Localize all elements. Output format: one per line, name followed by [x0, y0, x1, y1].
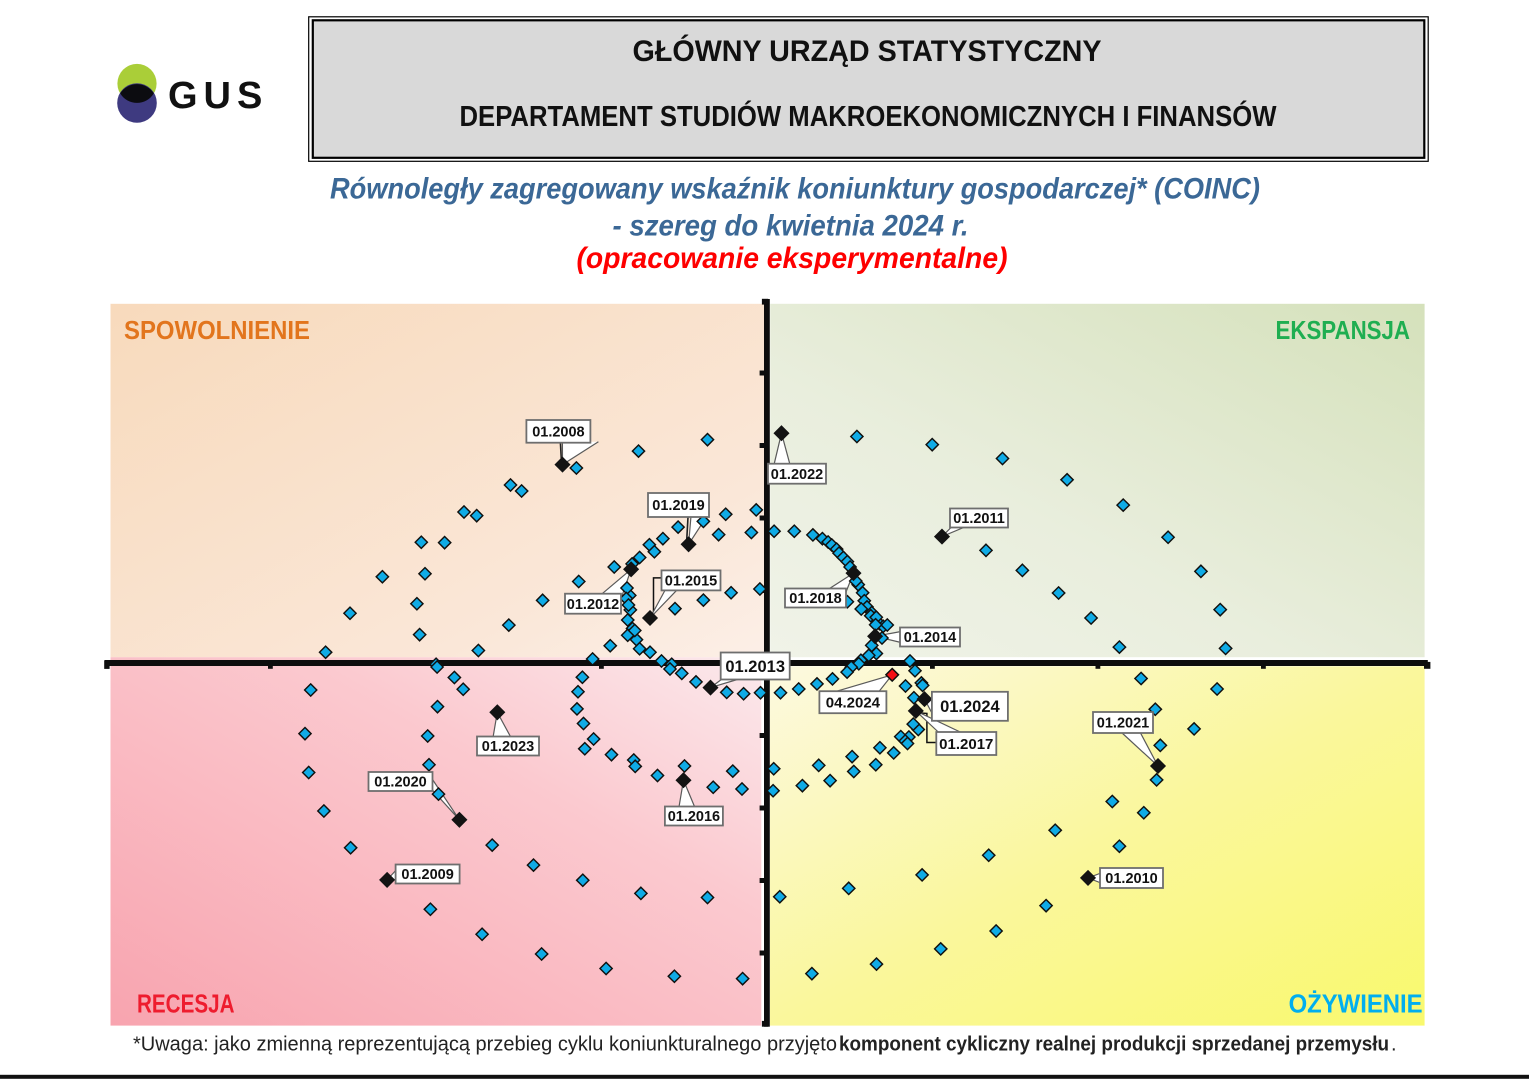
svg-text:04.2024: 04.2024 [826, 695, 881, 712]
svg-text:- szereg do kwietnia 2024 r.: - szereg do kwietnia 2024 r. [613, 210, 969, 243]
svg-text:01.2009: 01.2009 [401, 867, 453, 883]
svg-text:01.2023: 01.2023 [482, 739, 534, 755]
svg-text:01.2020: 01.2020 [374, 775, 426, 791]
svg-text:EKSPANSJA: EKSPANSJA [1276, 317, 1411, 345]
svg-text:Równoległy zagregowany wskaźni: Równoległy zagregowany wskaźnik koniunkt… [330, 172, 1260, 205]
svg-text:01.2016: 01.2016 [668, 809, 720, 825]
svg-text:OŻYWIENIE: OŻYWIENIE [1289, 990, 1423, 1018]
svg-text:01.2014: 01.2014 [904, 630, 956, 646]
svg-text:01.2018: 01.2018 [789, 591, 841, 607]
svg-text:SPOWOLNIENIE: SPOWOLNIENIE [124, 317, 310, 345]
svg-text:01.2010: 01.2010 [1105, 871, 1157, 887]
svg-text:.: . [1391, 1034, 1397, 1056]
svg-text:01.2021: 01.2021 [1097, 716, 1149, 732]
svg-text:GUS: GUS [168, 75, 268, 117]
svg-text:(opracowanie eksperymentalne): (opracowanie eksperymentalne) [577, 242, 1008, 275]
svg-text:RECESJA: RECESJA [137, 990, 235, 1018]
svg-text:GŁÓWNY URZĄD STATYSTYCZNY: GŁÓWNY URZĄD STATYSTYCZNY [633, 34, 1102, 68]
svg-text:01.2019: 01.2019 [652, 498, 704, 514]
svg-text:01.2017: 01.2017 [939, 736, 993, 753]
svg-text:DEPARTAMENT STUDIÓW MAKROEKONO: DEPARTAMENT STUDIÓW MAKROEKONOMICZNYCH I… [460, 101, 1277, 133]
svg-text:*Uwaga: jako zmienną reprezent: *Uwaga: jako zmienną reprezentującą prze… [133, 1034, 837, 1056]
svg-text:01.2015: 01.2015 [665, 574, 717, 590]
svg-text:01.2024: 01.2024 [940, 698, 1000, 716]
svg-text:01.2012: 01.2012 [567, 597, 619, 613]
svg-text:01.2013: 01.2013 [725, 658, 785, 676]
svg-text:01.2008: 01.2008 [532, 425, 584, 441]
svg-text:komponent cykliczny realnej pr: komponent cykliczny realnej produkcji sp… [839, 1034, 1389, 1056]
svg-text:01.2022: 01.2022 [771, 467, 823, 483]
svg-text:01.2011: 01.2011 [953, 511, 1005, 527]
